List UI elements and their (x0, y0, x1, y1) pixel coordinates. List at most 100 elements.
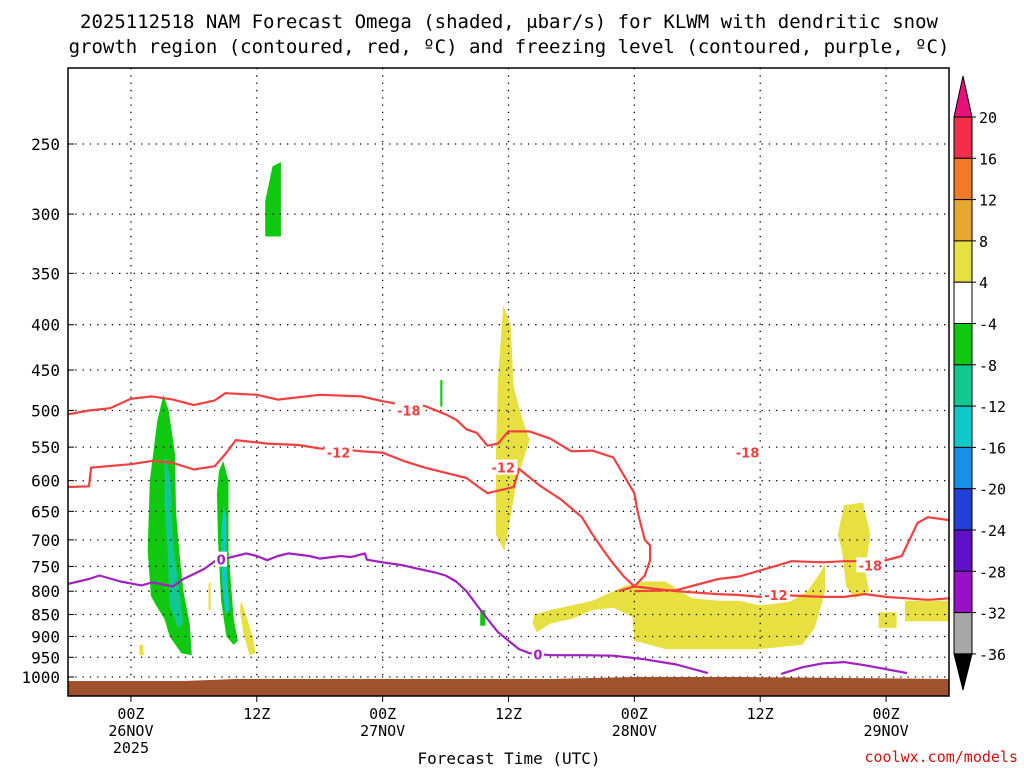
x-tick-label: 00Z (117, 705, 144, 723)
colorbar-bin-4 (953, 281, 973, 325)
omega-region-0 (265, 162, 281, 237)
contour-0 (67, 552, 709, 675)
colorbar-label: 20 (979, 109, 997, 127)
colorbar-legend: 20 16 12 8 4 -4 -8 -12 -16 -20 -24 -28 -32 -36 (953, 75, 1006, 691)
x-tick-label: 00Z (369, 705, 396, 723)
x-tick-label: 2025 (113, 739, 149, 757)
y-tick-label-850: 850 (31, 606, 60, 625)
colorbar-bin-2 (953, 199, 973, 242)
contour-label-bg (531, 646, 544, 662)
y-tick-label-900: 900 (31, 627, 60, 646)
colorbar-label: -28 (979, 563, 1006, 581)
y-tick-label-350: 350 (31, 264, 60, 283)
colorbar-label: -36 (979, 646, 1006, 664)
colorbar-bin-12 (953, 612, 973, 655)
colorbar-label: -12 (979, 398, 1006, 416)
omega-region-5 (216, 460, 238, 645)
colorbar-label: 16 (979, 150, 997, 168)
colorbar-bottom-arrow (953, 653, 973, 691)
y-tick-label-750: 750 (31, 557, 60, 576)
contour-label-bg (856, 557, 885, 573)
contour-label-bg (489, 459, 518, 475)
contour-label: -12 (327, 447, 351, 462)
contour-label: -18 (397, 405, 421, 420)
contour-label-bg (324, 444, 353, 460)
colorbar-top-arrow (953, 75, 973, 118)
x-tick-label: 29NOV (863, 722, 908, 740)
y-tick-label-650: 650 (31, 502, 60, 521)
omega-region-1 (440, 380, 443, 407)
colorbar-bin-8 (953, 446, 973, 490)
contour-label: -12 (492, 462, 516, 477)
contour-label-bg (761, 587, 790, 603)
colorbar-bin-0 (953, 116, 973, 159)
omega-region-12 (837, 502, 871, 599)
dotted-grid (68, 68, 949, 696)
colorbar-label: -4 (979, 316, 997, 334)
colorbar-label: 4 (979, 274, 988, 292)
terrain-fill (68, 677, 949, 696)
x-tick-label: 12Z (747, 705, 774, 723)
contour-label: 0 (217, 554, 226, 569)
x-tick-label: 27NOV (360, 722, 405, 740)
omega-region-7 (240, 600, 256, 656)
omega-region-4 (164, 454, 184, 628)
y-tick-label-1000: 1000 (21, 668, 60, 687)
contour--18b (634, 516, 950, 593)
colorbar-bin-9 (953, 488, 973, 531)
y-tick-label-250: 250 (31, 135, 60, 154)
colorbar-label: -32 (979, 605, 1006, 623)
contour-labels: -18 -18 -18 -12 -12 -12 0 0 (215, 402, 885, 663)
y-tick-label-450: 450 (31, 361, 60, 380)
contour-label: -12 (764, 589, 788, 604)
colorbar-label: -20 (979, 481, 1006, 499)
colorbar-label: -8 (979, 357, 997, 375)
omega-region-8 (208, 581, 211, 610)
chart-title-line2: growth region (contoured, red, ºC) and f… (69, 36, 950, 58)
omega-region-9 (139, 644, 144, 656)
omega-region-14 (904, 600, 949, 622)
x-tick-label: 00Z (873, 705, 900, 723)
terrain-shape (68, 677, 949, 696)
contour-lines (67, 392, 950, 675)
contour--18 (67, 392, 652, 593)
contour-label: 0 (533, 648, 542, 663)
colorbar-bin-10 (953, 529, 973, 572)
y-tick-label-700: 700 (31, 531, 60, 550)
omega-region-2 (495, 305, 530, 551)
x-tick-label: 12Z (495, 705, 522, 723)
colorbar-label: -24 (979, 522, 1006, 540)
y-tick-label-550: 550 (31, 438, 60, 457)
credit-text: coolwx.com/models (864, 748, 1018, 766)
contour-label: -18 (736, 447, 760, 462)
contour-label-bg (394, 402, 423, 418)
colorbar-label: 8 (979, 233, 988, 251)
x-tick-label: 28NOV (612, 722, 657, 740)
colorbar-label: 12 (979, 192, 997, 210)
y-tick-label-300: 300 (31, 205, 60, 224)
colorbar-bin-11 (953, 570, 973, 614)
colorbar-bin-7 (953, 405, 973, 448)
omega-region-13 (878, 612, 897, 628)
x-tick-label: 12Z (243, 705, 270, 723)
contour-label: -18 (859, 559, 883, 574)
omega-shading (139, 162, 949, 656)
colorbar-bin-3 (953, 240, 973, 283)
colorbar-bin-1 (953, 157, 973, 201)
y-tick-label-500: 500 (31, 402, 60, 421)
contour-0b (780, 661, 908, 675)
x-tick-label: 26NOV (108, 722, 153, 740)
contour-label-bg (215, 551, 228, 567)
y-tick-label-950: 950 (31, 648, 60, 667)
colorbar-bin-6 (953, 364, 973, 407)
y-tick-label-600: 600 (31, 472, 60, 491)
contour-label-bg (733, 444, 762, 460)
x-axis-title: Forecast Time (UTC) (417, 749, 600, 768)
contour--12 (67, 439, 950, 601)
x-tick-label: 00Z (621, 705, 648, 723)
chart-title-line1: 2025112518 NAM Forecast Omega (shaded, μ… (80, 11, 938, 33)
omega-region-11 (532, 563, 826, 650)
colorbar-bin-5 (953, 323, 973, 366)
